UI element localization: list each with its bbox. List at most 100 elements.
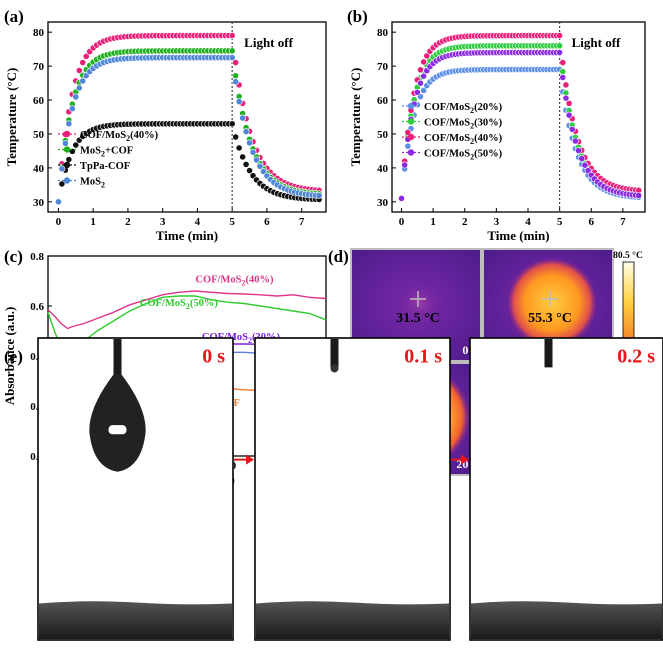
- chart-a-temperature-curves: 0 1 2 3 4 5 6 7 30 40 50 60 70 80 Time (min) Temperatur…: [4, 21, 327, 243]
- legend-marker: [63, 161, 71, 169]
- y-tick-label: 70: [377, 61, 389, 73]
- legend-entry-sub: 2: [470, 153, 474, 162]
- legend-entry-rest: +COF: [105, 146, 133, 157]
- y-tick-label: 30: [33, 197, 45, 209]
- x-tick-label: 2: [462, 216, 468, 228]
- data-point: [556, 42, 564, 50]
- data-point: [228, 32, 236, 39]
- light-off-annotation: Light off: [572, 35, 621, 50]
- data-point: [417, 79, 424, 87]
- data-point: [239, 114, 246, 122]
- panel-e-label: (e): [4, 347, 23, 366]
- heat-spot: [507, 258, 597, 348]
- x-axis-title: Time (min): [487, 228, 549, 243]
- legend-entry-main: COF/MoS: [424, 133, 470, 144]
- legend-marker: [407, 133, 415, 141]
- legend-entry-main: COF/MoS: [424, 102, 470, 113]
- y-tick-label: 50: [33, 129, 45, 141]
- data-point: [556, 32, 564, 39]
- panel-b-label: (b): [347, 7, 368, 26]
- data-point: [635, 192, 643, 199]
- legend-entry: COF/MoS2(20%): [424, 102, 503, 115]
- data-point: [253, 156, 260, 164]
- sequence-arrow-head: [246, 454, 254, 465]
- x-tick-label: 2: [125, 216, 131, 228]
- data-point: [242, 128, 250, 136]
- legend-entry: COF/MoS2(30%): [424, 118, 503, 131]
- data-point: [256, 162, 264, 170]
- data-point: [413, 88, 421, 96]
- legend-entry-main: COF/MoS: [424, 149, 470, 160]
- data-point: [417, 66, 424, 74]
- data-point: [315, 192, 323, 199]
- data-point: [232, 59, 240, 66]
- series-line-COF/MoS2(40%): [47, 290, 327, 330]
- legend-marker: [407, 118, 415, 125]
- y-tick-label: 60: [33, 95, 45, 107]
- data-point: [562, 81, 570, 89]
- data-point: [58, 165, 66, 173]
- legend-entry-rest: (20%): [474, 102, 502, 113]
- data-point: [55, 198, 62, 206]
- legend-entry: TpPa-COF: [80, 161, 130, 172]
- data-point: [65, 156, 73, 163]
- plot-frame: [391, 21, 646, 213]
- legend-entry: MoS2+COF: [80, 146, 133, 159]
- droplet-frame: 0.1 s: [254, 337, 451, 641]
- series-label-sub: 2: [241, 278, 245, 287]
- temperature-readout: 55.3 °C: [528, 311, 572, 326]
- data-point: [75, 84, 83, 92]
- legend-entry: COF/MoS2(40%): [80, 130, 159, 143]
- data-point: [404, 128, 412, 136]
- data-point: [246, 139, 253, 147]
- data-point: [575, 147, 582, 155]
- x-tick-label: 0: [56, 216, 62, 228]
- x-tick-label: 7: [299, 216, 305, 228]
- x-tick-label: 7: [620, 216, 626, 228]
- y-tick-label: 0.6: [30, 301, 44, 313]
- data-point: [578, 155, 586, 162]
- y-tick-label: 50: [377, 129, 389, 141]
- legend-entry-sub: 2: [101, 181, 105, 190]
- data-point: [581, 161, 589, 169]
- legend-entry: MoS2: [80, 177, 105, 190]
- frame-time-label: 0 s: [202, 345, 225, 367]
- series-label-sub: 2: [248, 336, 252, 345]
- data-point: [249, 148, 257, 156]
- scale-max-label: 80.5 °C: [613, 250, 643, 261]
- frame-time-label: 0.2 s: [617, 345, 655, 367]
- needle: [113, 339, 122, 376]
- y-tick-label: 0.8: [30, 251, 44, 263]
- y-tick-label: 80: [33, 27, 45, 39]
- data-point: [565, 111, 573, 119]
- y-tick-label: 40: [33, 163, 45, 175]
- x-tick-label: 6: [588, 216, 594, 228]
- data-point: [79, 59, 87, 66]
- data-point: [79, 77, 87, 85]
- panel-c-label: (c): [4, 247, 23, 266]
- x-tick-label: 4: [525, 216, 531, 228]
- data-point: [232, 78, 240, 86]
- legend-entry-main: COF/MoS: [80, 130, 126, 141]
- data-point: [228, 47, 236, 55]
- series-label-sub: 2: [186, 302, 190, 311]
- series-COF/MoS2(50%): [398, 49, 643, 202]
- data-point: [401, 161, 409, 169]
- legend-entry-sub: 2: [470, 122, 474, 131]
- chart-b-temperature-curves: 0 1 2 3 4 5 6 7 30 40 50 60 70 80 Time (min) Temperatur…: [348, 21, 646, 243]
- x-axis-title: Time (min): [156, 228, 218, 243]
- data-point: [562, 94, 570, 102]
- x-tick-label: 3: [160, 216, 166, 228]
- substrate: [39, 601, 232, 639]
- sequence-arrow-head: [461, 454, 469, 465]
- legend-marker: [63, 146, 71, 153]
- data-point: [246, 167, 253, 175]
- frame-border: [37, 337, 234, 641]
- legend-marker: [63, 130, 71, 138]
- data-point: [420, 58, 428, 66]
- data-point: [556, 49, 564, 56]
- legend-entry-main: COF/MoS: [424, 118, 470, 129]
- x-tick-label: 6: [264, 216, 270, 228]
- y-axis-title: Temperature (°C): [348, 68, 363, 167]
